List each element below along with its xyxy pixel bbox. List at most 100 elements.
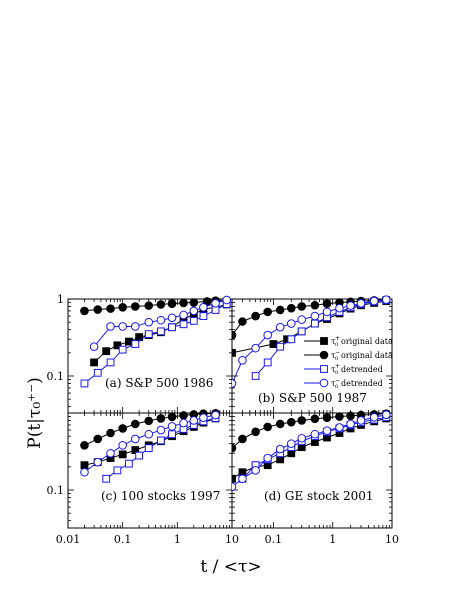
data-point-open-circle	[238, 474, 247, 484]
data-point-open-circle	[189, 416, 199, 425]
data-point-filled-square	[232, 348, 236, 357]
data-point-filled-circle	[297, 416, 307, 425]
legend-marker	[319, 350, 329, 360]
legend-superscript: −	[335, 349, 340, 356]
data-point-filled-circle	[106, 428, 115, 438]
data-point-open-circle	[286, 439, 296, 448]
data-point-filled-circle	[297, 302, 307, 311]
data-point-filled-circle	[238, 317, 247, 326]
data-point-open-circle	[89, 342, 99, 352]
data-point-filled-circle	[310, 414, 320, 424]
data-point-open-square	[168, 323, 176, 332]
data-point-open-circle	[346, 419, 355, 429]
legend-subscript: 0	[335, 356, 338, 362]
data-point-open-square	[287, 335, 296, 344]
data-point-open-circle	[297, 433, 307, 443]
data-point-filled-circle	[144, 301, 154, 310]
data-point-filled-square	[102, 347, 111, 356]
data-point-open-square	[135, 451, 144, 460]
data-point-filled-square	[269, 340, 278, 348]
data-point-open-square	[131, 340, 140, 348]
data-point-open-square	[179, 320, 188, 329]
data-point-filled-circle	[179, 411, 188, 420]
legend-label: original data	[341, 337, 393, 346]
data-point-filled-circle	[251, 427, 260, 437]
x-tick-label: 0.01	[56, 533, 81, 546]
x-tick-label: 10	[385, 533, 399, 546]
legend-label: detrended	[341, 379, 383, 388]
legend-symbol: τ	[331, 379, 336, 388]
legend-marker	[320, 337, 328, 345]
panel-bottom-right: 0.1 1 10 (d) GE stock 2001	[231, 409, 399, 546]
series-group	[232, 409, 391, 492]
data-point-open-circle	[232, 379, 237, 388]
data-point-open-square	[80, 379, 89, 388]
panel-bottom-left: 0.01 0.1 1 10 0.1 (c) 100 stocks 1997	[47, 409, 239, 546]
data-point-filled-circle	[167, 299, 177, 308]
data-point-open-circle	[310, 429, 320, 439]
legend-subscript: 0	[335, 384, 338, 390]
data-point-open-circle	[381, 410, 391, 420]
x-tick-label: 1	[174, 533, 181, 546]
data-point-open-square	[297, 327, 306, 336]
data-point-filled-circle	[238, 434, 247, 444]
data-point-open-circle	[297, 315, 307, 324]
data-point-open-circle	[275, 322, 285, 332]
legend-label: original data	[341, 351, 393, 360]
data-point-open-circle	[238, 355, 247, 365]
legend-entry: τ 0− detrended	[304, 377, 383, 390]
legend-subscript: 0	[335, 342, 338, 348]
data-point-filled-circle	[251, 311, 260, 321]
data-point-open-circle	[199, 413, 208, 422]
panel-frame	[231, 412, 393, 529]
data-point-filled-square	[232, 474, 236, 483]
data-point-open-circle	[106, 448, 115, 458]
data-point-filled-circle	[263, 422, 272, 432]
legend-superscript: +	[335, 363, 340, 370]
data-point-filled-square	[113, 341, 122, 350]
series-group	[80, 295, 232, 388]
data-point-open-circle	[346, 301, 355, 310]
x-tick-label: 10	[225, 533, 239, 546]
legend-label: detrended	[341, 365, 383, 374]
data-point-open-circle	[356, 298, 366, 308]
series-group	[232, 295, 391, 388]
data-point-filled-square	[90, 358, 98, 367]
data-point-filled-circle	[335, 412, 344, 421]
panel-top-left: 1 0.1 (a) S&P 500 1986	[47, 293, 233, 414]
panel-top-right: (b) S&P 500 1987	[231, 295, 393, 414]
data-point-open-circle	[199, 303, 208, 312]
legend-symbol: τ	[331, 337, 336, 346]
data-point-filled-circle	[80, 306, 89, 316]
data-point-open-circle	[369, 412, 379, 422]
x-axis-label: t / <τ>	[200, 557, 261, 577]
data-point-open-circle	[189, 306, 199, 316]
data-point-open-circle	[167, 422, 177, 431]
data-point-filled-circle	[189, 298, 199, 307]
legend-marker	[319, 378, 329, 388]
data-point-open-circle	[275, 444, 285, 454]
data-point-open-square	[168, 430, 176, 439]
data-point-filled-circle	[118, 424, 127, 433]
data-point-filled-circle	[179, 298, 188, 308]
data-point-open-square	[199, 312, 208, 320]
data-point-filled-circle	[156, 414, 166, 423]
data-point-filled-circle	[93, 305, 103, 314]
legend-symbol: τ	[331, 351, 336, 360]
data-point-filled-circle	[286, 417, 296, 427]
data-point-open-circle	[156, 315, 166, 325]
data-point-open-square	[211, 306, 220, 314]
data-point-open-square	[263, 358, 272, 367]
data-point-open-circle	[263, 453, 272, 463]
data-point-open-square	[276, 342, 285, 351]
data-point-open-circle	[381, 295, 391, 304]
data-point-filled-square	[80, 461, 89, 470]
data-point-filled-circle	[346, 411, 355, 421]
data-point-filled-circle	[130, 419, 140, 429]
data-point-open-square	[113, 466, 122, 475]
data-point-open-circle	[179, 310, 188, 320]
data-point-open-circle	[118, 441, 127, 450]
